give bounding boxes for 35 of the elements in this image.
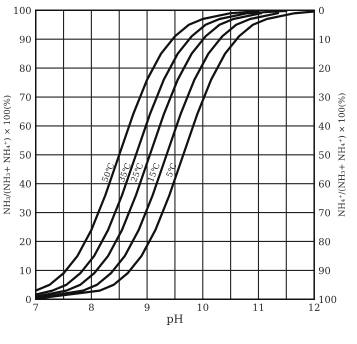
annotation: 25℃ bbox=[130, 162, 144, 182]
annotation: 15℃ bbox=[147, 162, 160, 182]
y-tick-label: 10 bbox=[20, 266, 31, 274]
y-tick-label: 0 bbox=[26, 296, 31, 304]
y-tick-label: 60 bbox=[20, 122, 31, 130]
x-tick-label: 9 bbox=[144, 304, 150, 311]
y2-tick-label: 20 bbox=[318, 64, 330, 72]
y-tick-label: 70 bbox=[20, 93, 31, 101]
y-tick-label: 20 bbox=[20, 238, 31, 246]
y2-tick-label: 60 bbox=[318, 180, 330, 188]
y2-axis-title: NH₄⁺/(NH₃+ NH₄⁺) × 100(%) bbox=[338, 93, 346, 216]
y-axis-title: NH₃/(NH₃+ NH₄⁺) × 100(%) bbox=[4, 96, 12, 214]
x-axis-title: pH bbox=[166, 314, 183, 325]
x-tick-label: 12 bbox=[309, 304, 320, 311]
x-tick-label: 10 bbox=[198, 304, 208, 311]
y2-tick-label: 80 bbox=[318, 238, 330, 246]
y2-tick-label: 30 bbox=[319, 93, 330, 101]
y2-tick-label: 100 bbox=[320, 296, 336, 304]
y2-tick-label: 70 bbox=[319, 209, 330, 216]
y2-tick-label: 10 bbox=[320, 36, 330, 44]
y-tick-label: 100 bbox=[14, 6, 31, 14]
y-tick-label: 90 bbox=[20, 36, 31, 44]
y-tick-label: 80 bbox=[20, 64, 31, 72]
y2-tick-label: 50 bbox=[319, 151, 330, 159]
x-tick-label: 11 bbox=[253, 304, 264, 311]
x-tick-label: 8 bbox=[88, 304, 94, 311]
y2-tick-label: 40 bbox=[318, 122, 330, 130]
y2-tick-label: 90 bbox=[318, 266, 330, 274]
y2-tick-label: 0 bbox=[318, 6, 324, 14]
annotation: 50℃ bbox=[101, 162, 114, 182]
annotation: 35℃ bbox=[118, 162, 132, 182]
x-tick-label: 7 bbox=[33, 304, 38, 311]
y-tick-label: 50 bbox=[20, 151, 31, 159]
y-tick-label: 30 bbox=[20, 209, 31, 216]
y-tick-label: 40 bbox=[19, 180, 31, 188]
